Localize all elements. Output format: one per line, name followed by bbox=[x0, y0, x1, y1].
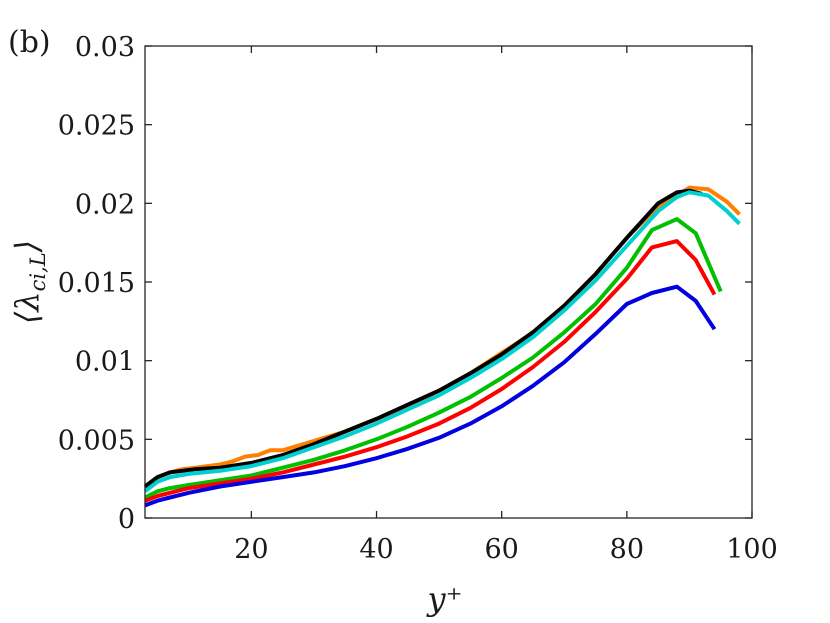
series-line-6 bbox=[144, 284, 717, 508]
plot-frame bbox=[144, 45, 753, 519]
series-layer bbox=[143, 185, 741, 508]
y-tick-label: 0.015 bbox=[58, 268, 135, 299]
y-tick-label: 0 bbox=[118, 504, 135, 535]
y-tick-label: 0.03 bbox=[75, 32, 135, 63]
y-axis-title-sub: ci,L bbox=[26, 252, 50, 291]
x-tick-label: 20 bbox=[234, 534, 268, 565]
x-axis-title: y⁺ bbox=[426, 580, 463, 618]
x-tick-label: 40 bbox=[359, 534, 393, 565]
y-axis-title-close: ⟩ bbox=[8, 240, 46, 253]
x-tick-label: 100 bbox=[726, 534, 778, 565]
series-line-2 bbox=[143, 188, 703, 489]
series-line-5 bbox=[144, 239, 717, 503]
y-tick-label: 0.01 bbox=[75, 347, 135, 378]
series-line-4 bbox=[144, 217, 723, 500]
x-tick-label: 80 bbox=[610, 534, 644, 565]
y-axis-title: ⟨λci,L⟩ bbox=[8, 240, 50, 324]
x-tick-label: 60 bbox=[485, 534, 519, 565]
panel-label: (b) bbox=[8, 25, 51, 60]
y-tick-label: 0.005 bbox=[58, 425, 135, 456]
y-tick-label: 0.02 bbox=[75, 189, 135, 220]
series-line-3 bbox=[143, 190, 741, 493]
y-tick-label: 0.025 bbox=[58, 111, 135, 142]
y-axis-title-open: ⟨λ bbox=[8, 291, 46, 324]
ticks-layer: 20 40 60 80 100 0 0.005 0.01 0.015 0.02 0.025 0.03 bbox=[58, 32, 778, 565]
